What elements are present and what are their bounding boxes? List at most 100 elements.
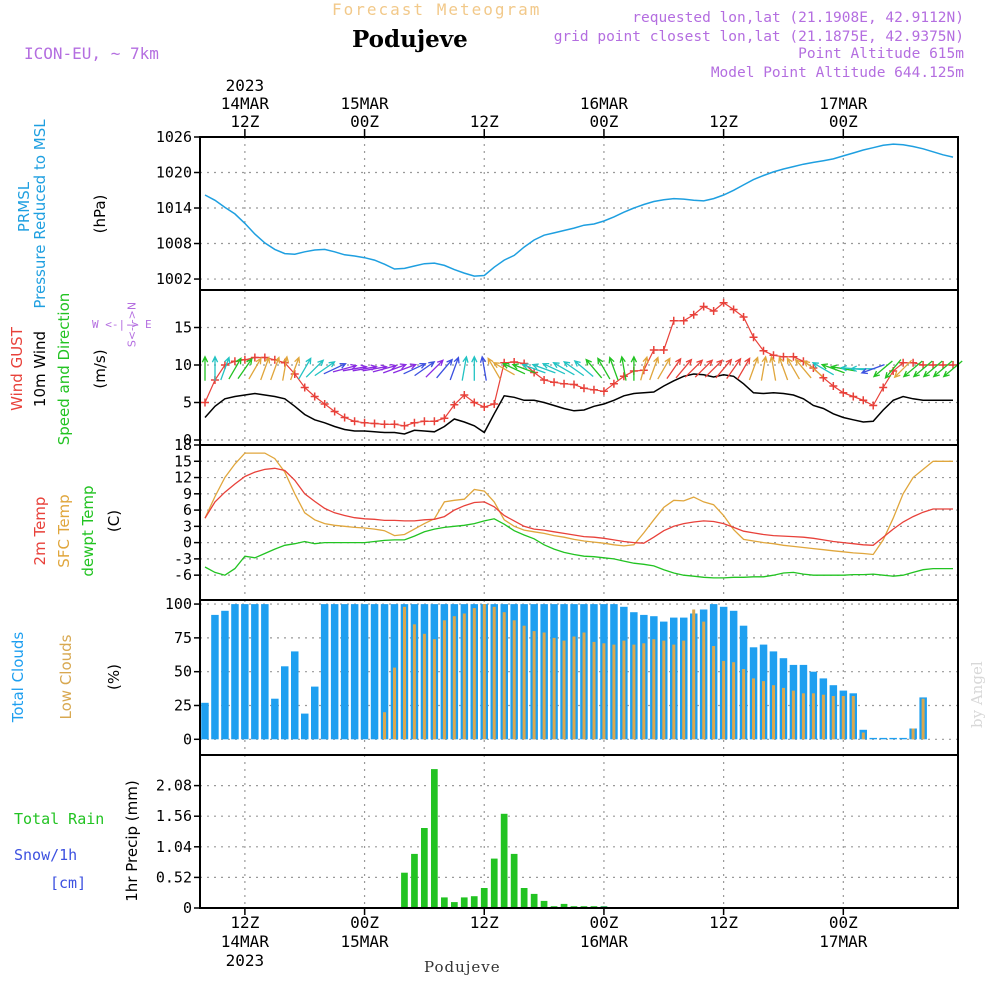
- wind-arrow: [630, 355, 638, 381]
- gust-marker: [819, 373, 828, 382]
- top-date-label: 15MAR: [340, 94, 389, 113]
- top-hour-label: 12Z: [470, 112, 499, 131]
- wind-arrow: [803, 360, 824, 377]
- gust-marker: [919, 361, 928, 369]
- y-tick-label: 1014: [156, 199, 192, 217]
- rain-bar: [560, 903, 568, 908]
- wind-arrow: [704, 359, 724, 378]
- gust-marker: [899, 358, 908, 367]
- gust-marker: [480, 403, 489, 411]
- low-cloud-bar: [403, 606, 406, 740]
- wind-arrow: [521, 363, 546, 374]
- panel-border: [199, 444, 959, 601]
- top-hour-label: 00Z: [350, 112, 379, 131]
- wind-arrow: [511, 363, 536, 374]
- low-cloud-bar: [412, 624, 416, 740]
- rain-bar: [451, 902, 458, 908]
- gust-marker: [849, 392, 858, 401]
- gust-marker: [869, 401, 878, 410]
- total-cloud-bar: [330, 604, 339, 740]
- gust-marker: [789, 352, 798, 361]
- low-cloud-bar: [383, 712, 386, 740]
- wind-arrow: [684, 359, 704, 378]
- gust-marker: [879, 383, 888, 392]
- gust-marker: [579, 384, 588, 393]
- total-cloud-bar: [350, 604, 359, 740]
- wind-arrow: [425, 359, 444, 378]
- compass-we: W <-|-> E: [92, 318, 152, 331]
- y-tick-label: 1008: [156, 235, 192, 253]
- wind-arrow: [649, 356, 660, 381]
- total-cloud-bar: [291, 651, 299, 740]
- rain-bar: [460, 897, 468, 908]
- low-cloud-bar: [422, 633, 426, 740]
- y-tick-label: 0.52: [156, 868, 192, 886]
- gust-marker: [709, 307, 718, 315]
- location-title: Podujeve: [352, 26, 468, 53]
- low-cloud-bar: [841, 696, 845, 740]
- low-cloud-bar: [492, 606, 496, 740]
- low-cloud-bar: [742, 669, 746, 740]
- low-cloud-bar: [442, 620, 446, 740]
- top-hour-label: 12Z: [230, 112, 259, 131]
- bottom-location: Podujeve: [424, 958, 501, 976]
- low-cloud-bar: [472, 608, 476, 740]
- low-cloud-bar: [662, 640, 666, 740]
- low-cloud-bar: [772, 685, 775, 740]
- wind-arrow: [479, 355, 487, 381]
- wind-arrow: [298, 357, 312, 380]
- total-cloud-bar: [241, 604, 249, 740]
- low-cloud-bar: [782, 687, 785, 740]
- rain-bar: [520, 888, 528, 908]
- gust-marker: [310, 392, 319, 401]
- gust-marker: [460, 391, 469, 399]
- gust-marker: [390, 420, 399, 429]
- gust-marker: [699, 302, 708, 311]
- low-cloud-bar: [712, 646, 716, 740]
- y-tick-label: 18: [174, 436, 192, 454]
- bottom-hour-label: 00Z: [829, 913, 858, 932]
- gust-marker: [490, 400, 499, 408]
- wind-arrow: [811, 362, 835, 376]
- y-tick-label: 6: [183, 501, 192, 519]
- model-point-altitude: Model Point Altitude 644.125m: [710, 65, 964, 81]
- gust-marker: [250, 353, 259, 362]
- wind-arrow: [597, 357, 611, 380]
- gust-marker: [669, 316, 678, 325]
- total-cloud-bar: [380, 604, 389, 740]
- rain-bar: [500, 813, 508, 908]
- wind-arrow: [912, 360, 933, 378]
- low-cloud-bar: [831, 696, 835, 740]
- wind-arrow: [414, 361, 436, 377]
- gust-marker: [769, 351, 778, 360]
- low-cloud-bar: [752, 678, 755, 740]
- wind-arrow: [675, 358, 693, 379]
- dewpt-line: [204, 518, 953, 579]
- wind-arrow: [471, 355, 478, 381]
- gust-marker: [320, 400, 329, 408]
- gust-marker: [260, 353, 269, 362]
- gust-marker: [470, 398, 479, 407]
- gust-marker: [200, 398, 209, 407]
- wind-arrow: [220, 356, 231, 381]
- wind-arrow: [640, 355, 649, 381]
- bottom-hour-label: 00Z: [589, 913, 618, 932]
- wind-gust-line: [204, 302, 953, 427]
- wind-arrow: [237, 357, 253, 379]
- gust-marker: [450, 400, 459, 409]
- y-tick-label: 0: [183, 730, 192, 748]
- total-cloud-bar: [261, 604, 269, 740]
- wind-arrow: [737, 357, 751, 380]
- gust-marker: [739, 313, 748, 321]
- gust-marker: [370, 419, 379, 428]
- wind-arrow: [487, 357, 501, 380]
- gust-marker: [330, 407, 339, 416]
- gust-marker: [779, 352, 788, 361]
- gust-marker: [550, 378, 559, 387]
- low-cloud-bar: [791, 690, 795, 740]
- wind-arrow: [461, 355, 469, 381]
- total-cloud-bar: [899, 737, 907, 740]
- gust-marker: [290, 370, 299, 378]
- wind-arrow: [694, 359, 714, 378]
- wind-arrow: [585, 358, 603, 379]
